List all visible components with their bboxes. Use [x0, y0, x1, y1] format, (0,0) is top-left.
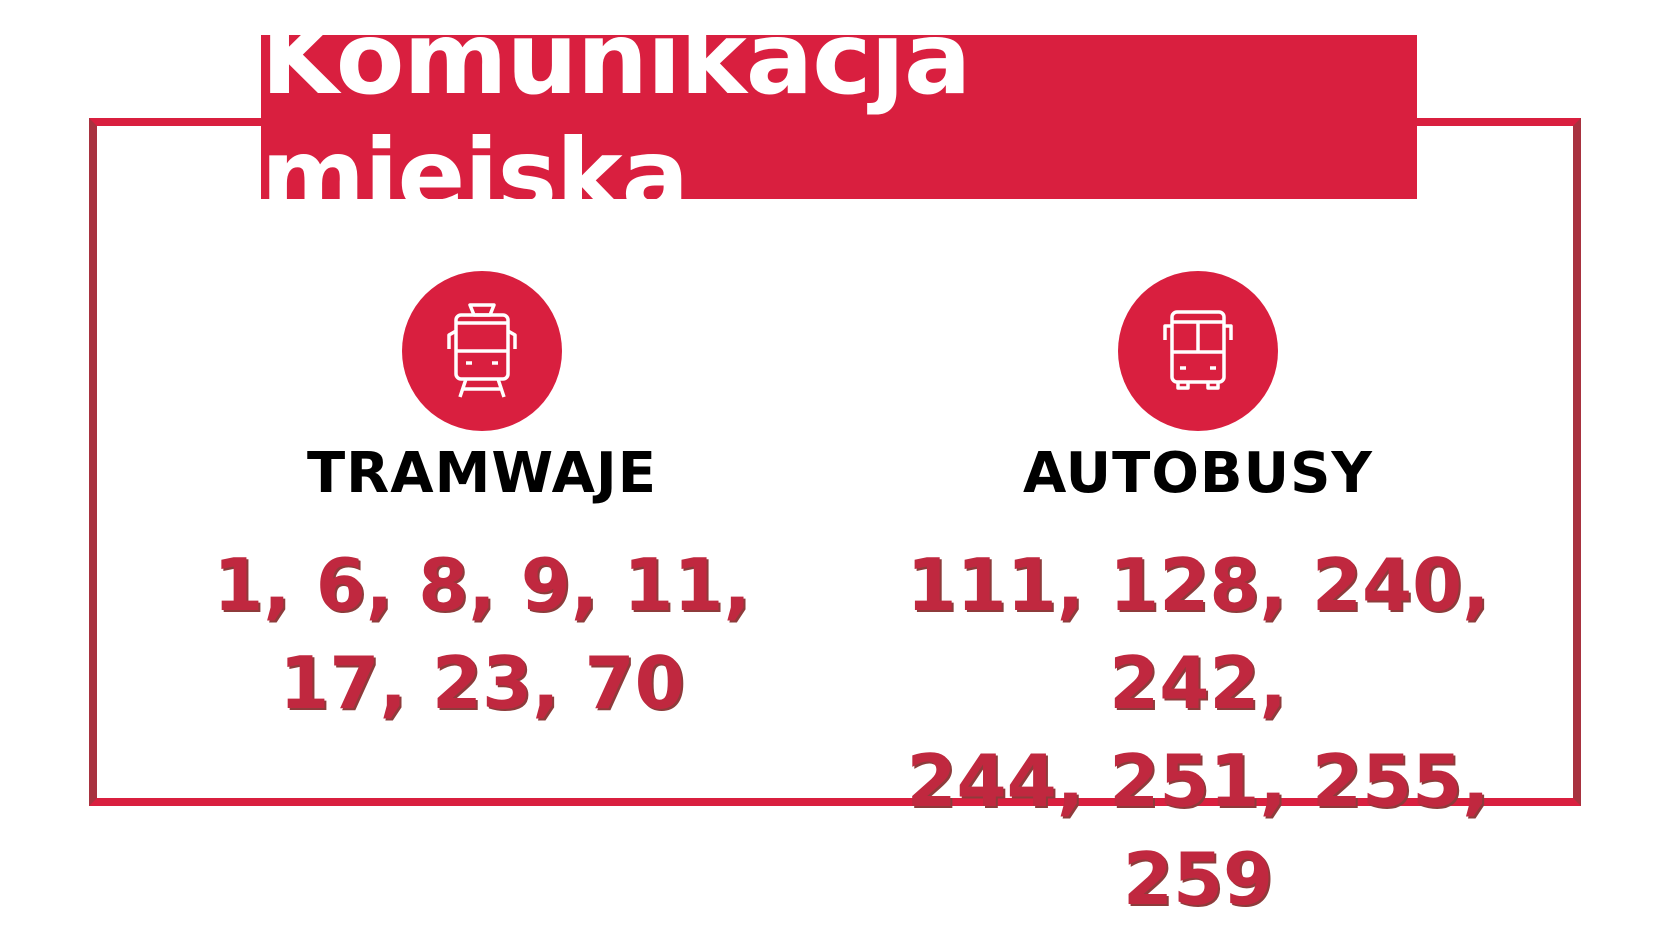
bus-lines-row: 244, 251, 255, 259: [906, 739, 1490, 921]
tram-lines-row: 17, 23, 70: [279, 641, 685, 725]
bus-lines-row: 111, 128, 240, 242,: [906, 543, 1490, 725]
tram-lines: 1, 6, 8, 9, 11, 17, 23, 70: [213, 536, 751, 732]
tram-column: TRAMWAJE 1, 6, 8, 9, 11, 17, 23, 70: [132, 271, 832, 732]
page-title: Komunikacja miejska: [261, 0, 971, 234]
tram-lines-row: 1, 6, 8, 9, 11,: [213, 543, 751, 627]
title-banner: Komunikacja miejska: [261, 0, 1417, 234]
bus-column: AUTOBUSY 111, 128, 240, 242, 244, 251, 2…: [848, 271, 1548, 928]
bus-heading: AUTOBUSY: [1023, 441, 1373, 506]
bus-lines: 111, 128, 240, 242, 244, 251, 255, 259: [848, 536, 1548, 928]
tram-icon: [402, 271, 562, 431]
bus-icon: [1118, 271, 1278, 431]
tram-heading: TRAMWAJE: [306, 441, 658, 506]
